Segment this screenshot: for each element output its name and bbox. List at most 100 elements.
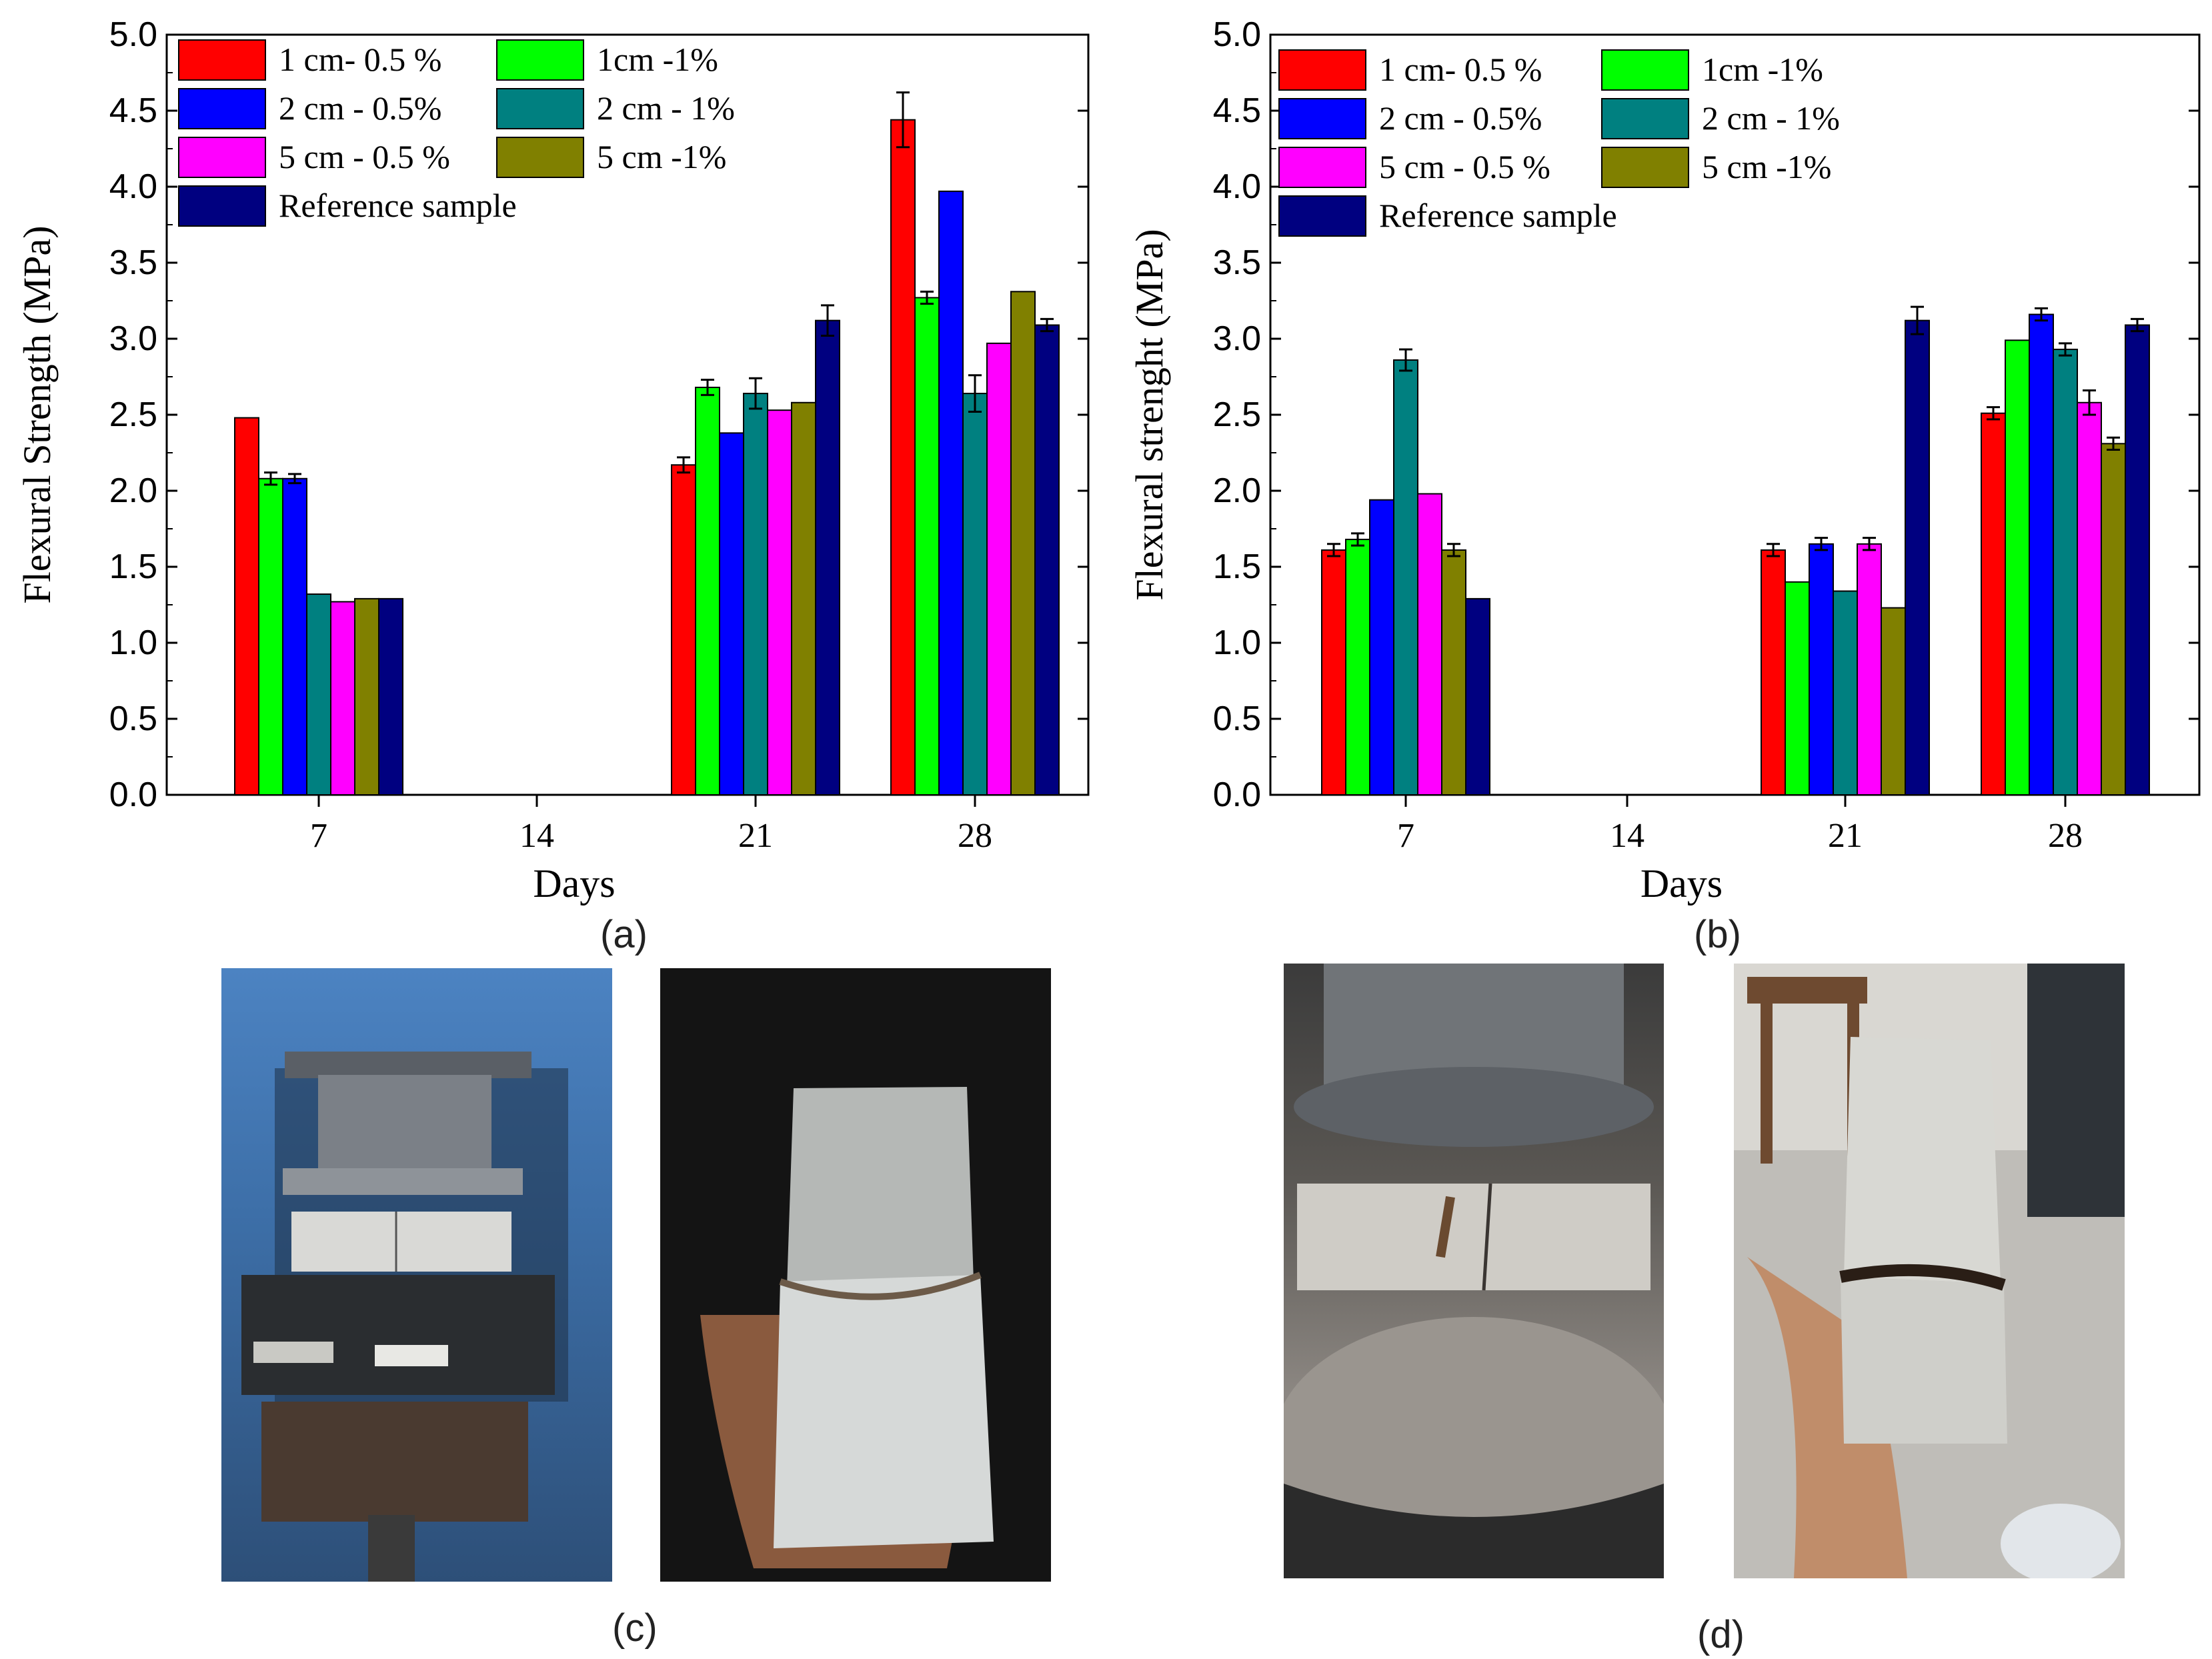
legend-label: 5 cm -1% — [597, 138, 726, 175]
photo-c-testing-machine — [221, 968, 612, 1582]
legend-swatch — [496, 88, 584, 129]
photo-d-split-specimen-drawing — [1734, 964, 2125, 1578]
bar — [815, 319, 840, 795]
y-tick-label: 2.5 — [1213, 395, 1261, 434]
photo-c-broken-specimen — [660, 968, 1051, 1582]
legend-label: 1 cm- 0.5 % — [279, 41, 441, 78]
y-tick-label: 1.0 — [109, 623, 157, 662]
bar — [258, 477, 283, 795]
y-tick-label: 5.0 — [109, 15, 157, 54]
y-tick-label: 3.0 — [109, 319, 157, 358]
bar — [1857, 543, 1882, 795]
bar — [2077, 401, 2102, 795]
y-tick-label: 1.0 — [1213, 623, 1261, 662]
legend-label: 1cm -1% — [597, 41, 718, 78]
y-tick-label: 4.5 — [1213, 91, 1261, 130]
bar — [1881, 607, 1906, 795]
bar — [767, 409, 792, 795]
legend-swatch — [496, 137, 584, 178]
bar — [695, 386, 720, 795]
legend-label: Reference sample — [1379, 197, 1617, 234]
bar — [1441, 549, 1466, 795]
bar — [330, 601, 355, 795]
panel-label-b: (b) — [1694, 913, 1741, 956]
y-tick-label: 3.5 — [1213, 243, 1261, 282]
bar — [1321, 549, 1346, 795]
panel-label-d: (d) — [1697, 1613, 1745, 1656]
y-axis-label: Flexural Strength (MPa) — [15, 225, 59, 603]
panel-label-a: (a) — [600, 913, 648, 956]
x-tick-label: 28 — [958, 817, 992, 855]
bar — [1833, 590, 1858, 795]
bar — [1785, 581, 1810, 795]
bar — [1369, 499, 1394, 795]
y-tick-label: 4.0 — [109, 167, 157, 206]
x-axis-label: Days — [1640, 862, 1723, 906]
legend-swatch — [1278, 147, 1366, 188]
x-axis-label: Days — [533, 862, 615, 906]
y-tick-label: 4.5 — [109, 91, 157, 130]
y-tick-label: 1.5 — [1213, 547, 1261, 586]
bar — [2005, 339, 2030, 795]
legend-swatch — [1601, 49, 1689, 91]
bar — [1905, 319, 1930, 795]
bar — [1345, 538, 1370, 796]
legend-label: 1 cm- 0.5 % — [1379, 51, 1542, 88]
legend-swatch — [1278, 195, 1366, 237]
photo-c-broken-specimen-drawing — [700, 1087, 994, 1568]
bar — [1393, 359, 1418, 795]
legend-swatch — [1278, 49, 1366, 91]
bar — [938, 190, 964, 795]
x-tick-label: 7 — [1397, 817, 1414, 855]
bar — [1465, 597, 1490, 795]
bar — [791, 401, 816, 795]
legend-swatch — [1601, 147, 1689, 188]
y-tick-label: 1.5 — [109, 547, 157, 586]
chart-1: 0.0 0.5 1.0 1.5 2.0 2.5 3.0 3.5 4.0 4.5 5.0 7 14 21 28… — [1128, 15, 2201, 906]
bar — [719, 432, 744, 795]
bar — [282, 477, 307, 795]
bar — [1417, 493, 1442, 795]
photo-d-press-specimen-drawing — [1284, 964, 1664, 1578]
bar — [306, 593, 331, 795]
bar — [354, 597, 379, 795]
y-tick-label: 0.0 — [109, 775, 157, 814]
legend-swatch — [178, 39, 266, 81]
legend-label: 1cm -1% — [1702, 51, 1823, 88]
bar — [1034, 324, 1060, 796]
bar — [1761, 549, 1786, 795]
bar — [986, 342, 1012, 795]
y-axis-label: Flexural strenght (MPa) — [1128, 229, 1171, 600]
bar — [1809, 543, 1834, 795]
legend-label: 2 cm - 0.5% — [1379, 99, 1542, 137]
legend-label: 5 cm - 0.5 % — [1379, 148, 1550, 185]
y-tick-label: 0.5 — [109, 699, 157, 738]
y-tick-label: 2.0 — [109, 471, 157, 510]
legend-label: 2 cm - 1% — [1702, 99, 1840, 137]
bar — [1010, 291, 1036, 795]
y-tick-label: 2.5 — [109, 395, 157, 434]
legend-label: 5 cm - 0.5 % — [279, 138, 450, 175]
bar — [671, 464, 696, 795]
legend-swatch — [1601, 98, 1689, 139]
x-tick-label: 14 — [1610, 817, 1644, 855]
photo-c-testing-machine-drawing — [241, 1052, 568, 1582]
legend-swatch — [1278, 98, 1366, 139]
bar — [378, 597, 403, 795]
legend-label: 2 cm - 0.5% — [279, 89, 441, 127]
y-tick-label: 0.5 — [1213, 699, 1261, 738]
bar — [962, 393, 988, 795]
y-tick-label: 2.0 — [1213, 471, 1261, 510]
bar — [2029, 313, 2054, 795]
legend-swatch — [496, 39, 584, 81]
y-tick-label: 5.0 — [1213, 15, 1261, 54]
bar — [914, 297, 940, 795]
bar — [2101, 443, 2126, 795]
legend-label: Reference sample — [279, 187, 517, 224]
photo-d-press-specimen — [1284, 964, 1664, 1578]
bar — [2125, 324, 2150, 796]
bar — [234, 417, 259, 795]
x-tick-label: 21 — [738, 817, 773, 855]
photo-d-split-specimen — [1734, 964, 2125, 1578]
